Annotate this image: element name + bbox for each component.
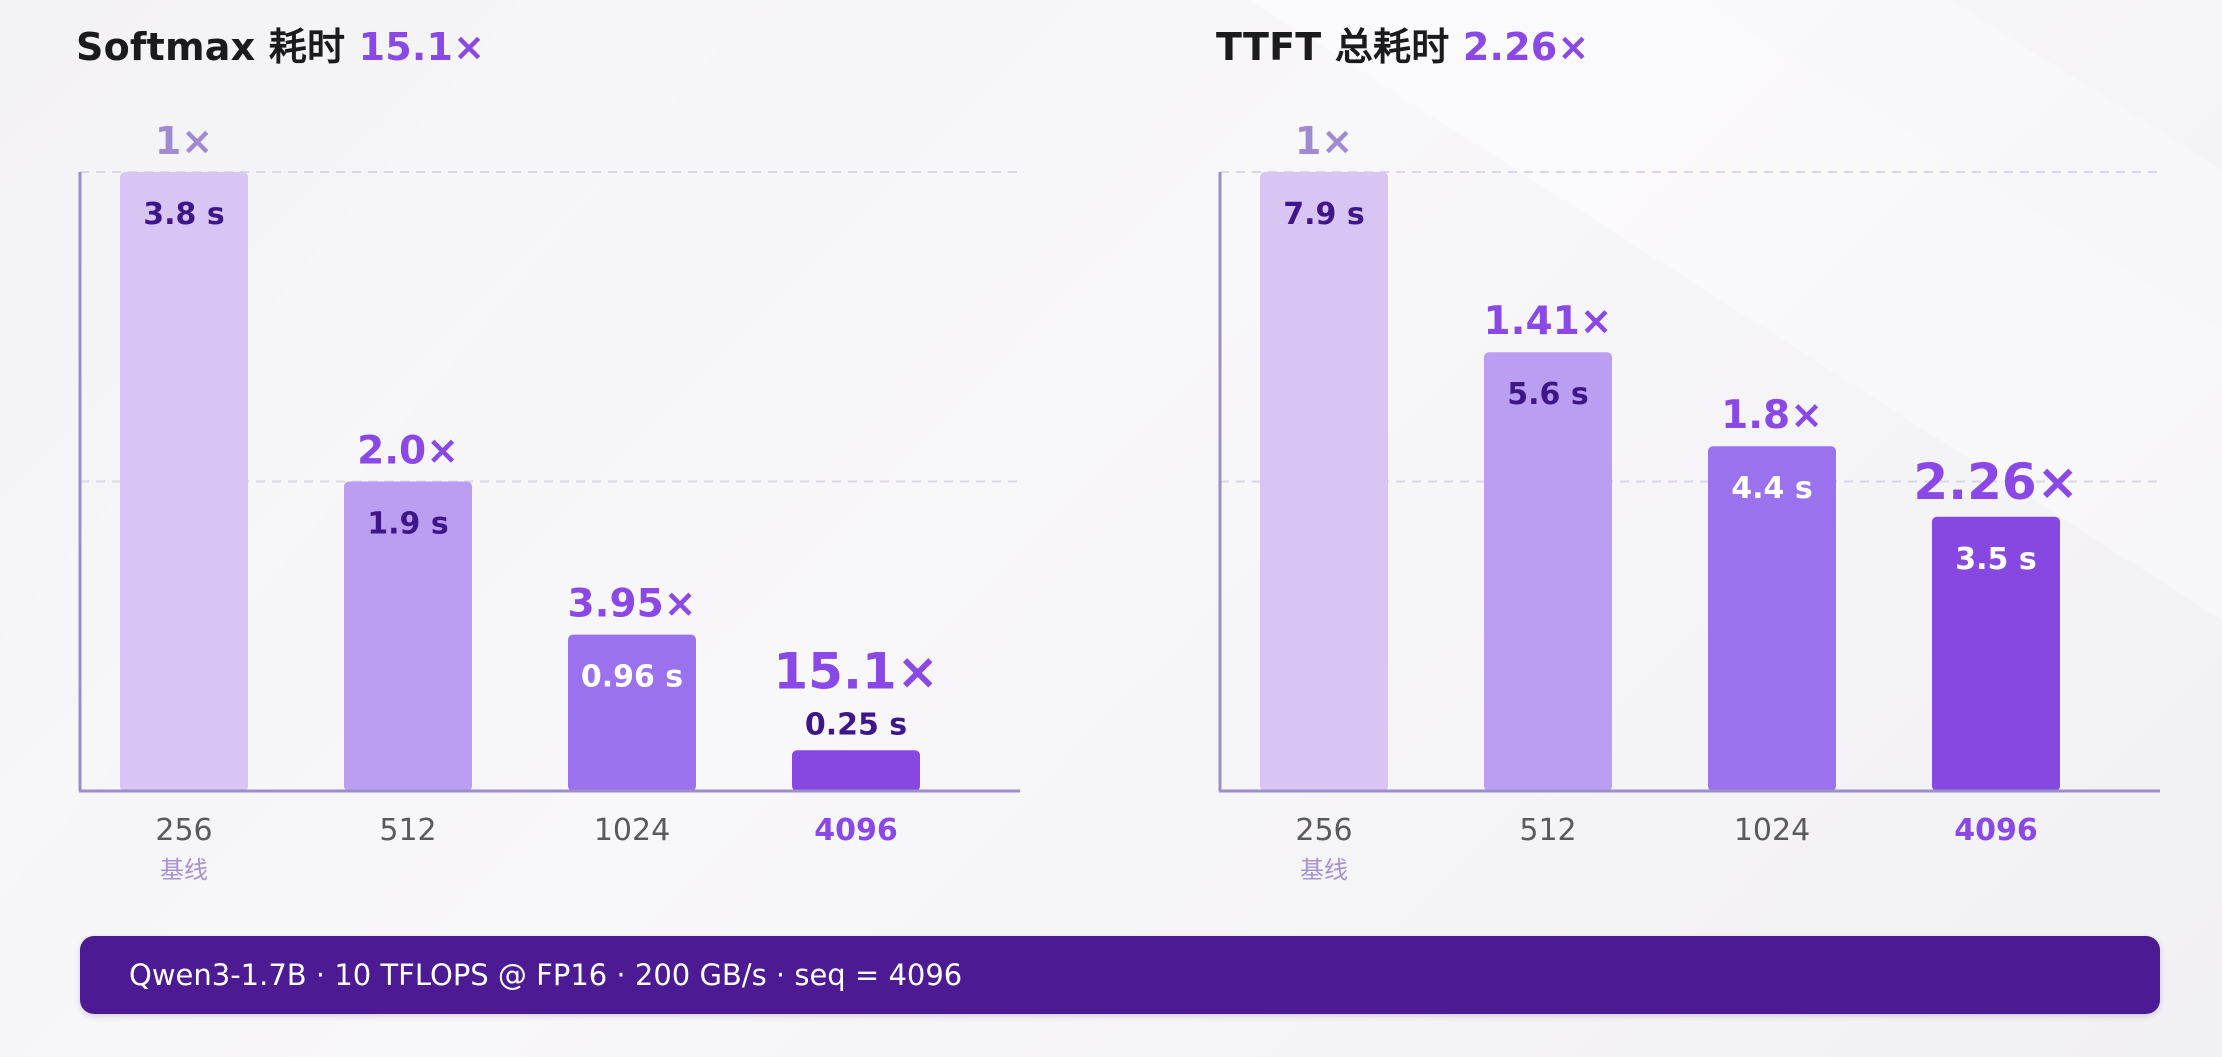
ttft-tick-sublabel-256: 基线 — [1300, 856, 1348, 884]
softmax-bar-1024 — [568, 634, 696, 791]
softmax-value-label-256: 3.8 s — [143, 197, 224, 232]
softmax-value-label-4096: 0.25 s — [805, 707, 907, 742]
ttft-speedup-label-4096: 2.26× — [1913, 453, 2078, 511]
ttft-speedup-label-512: 1.41× — [1484, 299, 1613, 344]
softmax-bar-512 — [344, 481, 472, 791]
ttft-tick-label-4096: 4096 — [1954, 813, 2038, 848]
softmax-tick-label-4096: 4096 — [814, 813, 898, 848]
ttft-bar-chart: 7.9 s 1× 256 基线 5.6 s 1.41× 512 4.4 s 1.8× 1024 3.… — [1218, 119, 2160, 884]
softmax-bar-chart: 3.8 s 1× 256 基线 1.9 s 2.0× 512 0.96 s 3.95× 1024 0… — [78, 119, 1020, 884]
softmax-speedup-label-1024: 3.95× — [568, 582, 697, 627]
softmax-tick-label-1024: 1024 — [594, 813, 670, 848]
softmax-tick-sublabel-256: 基线 — [160, 856, 208, 884]
ttft-speedup-label-1024: 1.8× — [1721, 393, 1823, 438]
ttft-value-label-4096: 3.5 s — [1955, 542, 2036, 577]
ttft-speedup-label-256: 1× — [1295, 119, 1353, 163]
softmax-title-text: Softmax 耗时 — [76, 25, 346, 69]
ttft-bar-512 — [1484, 352, 1612, 791]
ttft-tick-label-256: 256 — [1295, 813, 1352, 848]
ttft-title-highlight: 2.26× — [1462, 25, 1590, 69]
ttft-value-label-512: 5.6 s — [1507, 377, 1588, 412]
softmax-chart-panel: Softmax 耗时 15.1× 3.8 s 1× 256 基线 1.9 s 2.0× 51… — [76, 0, 1076, 920]
ttft-bar-1024 — [1708, 446, 1836, 791]
ttft-value-label-256: 7.9 s — [1283, 197, 1364, 232]
ttft-chart-panel: TTFT 总耗时 2.26× 7.9 s 1× 256 基线 5.6 s 1.41× 512… — [1216, 0, 2216, 920]
softmax-bar-4096 — [792, 750, 920, 791]
softmax-chart-title: Softmax 耗时 15.1× — [76, 16, 485, 71]
config-footer-text: Qwen3-1.7B · 10 TFLOPS @ FP16 · 200 GB/s… — [129, 958, 963, 992]
ttft-bar-256 — [1260, 172, 1388, 791]
ttft-chart-title: TTFT 总耗时 2.26× — [1216, 16, 1589, 71]
softmax-speedup-label-256: 1× — [155, 119, 213, 163]
softmax-bar-256 — [120, 172, 248, 791]
softmax-speedup-label-4096: 15.1× — [773, 642, 938, 700]
config-footer-banner: Qwen3-1.7B · 10 TFLOPS @ FP16 · 200 GB/s… — [80, 936, 2160, 1014]
softmax-tick-label-512: 512 — [379, 813, 436, 848]
softmax-tick-label-256: 256 — [155, 813, 212, 848]
softmax-value-label-1024: 0.96 s — [581, 660, 683, 695]
softmax-speedup-label-512: 2.0× — [357, 429, 459, 474]
ttft-bar-4096 — [1932, 516, 2060, 791]
softmax-value-label-512: 1.9 s — [367, 507, 448, 542]
softmax-title-highlight: 15.1× — [358, 25, 486, 69]
ttft-value-label-1024: 4.4 s — [1731, 471, 1812, 506]
ttft-title-text: TTFT 总耗时 — [1216, 25, 1450, 69]
ttft-tick-label-1024: 1024 — [1734, 813, 1810, 848]
ttft-tick-label-512: 512 — [1519, 813, 1576, 848]
